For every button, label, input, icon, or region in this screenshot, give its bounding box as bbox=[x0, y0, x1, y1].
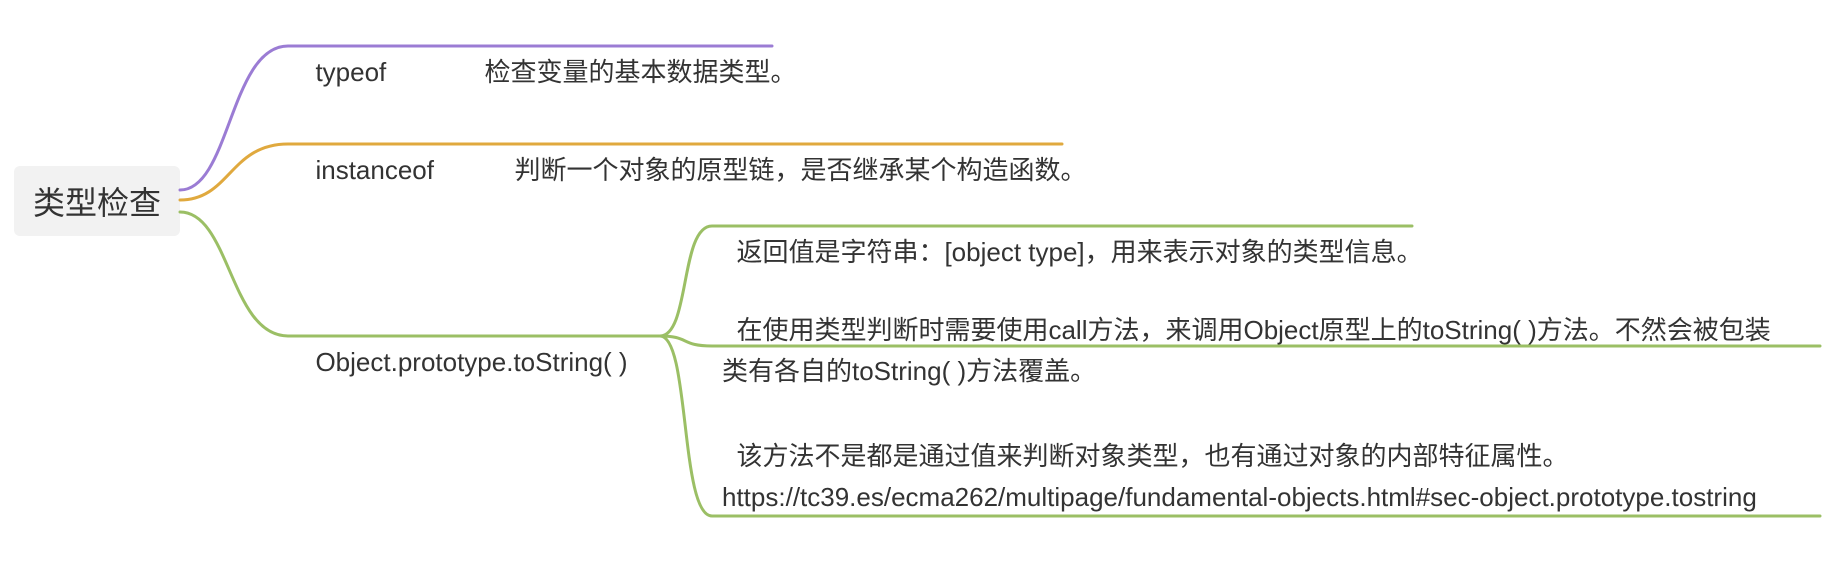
branch-label-tostring[interactable]: Object.prototype.toString( ) bbox=[301, 300, 628, 383]
leaf-text: 返回值是字符串：[object type]，用来表示对象的类型信息。 bbox=[736, 237, 1422, 267]
leaf-instanceof-desc[interactable]: 判断一个对象的原型链，是否继承某个构造函数。 bbox=[500, 108, 1086, 191]
leaf-tostring-1[interactable]: 返回值是字符串：[object type]，用来表示对象的类型信息。 bbox=[722, 190, 1423, 273]
root-label: 类型检查 bbox=[33, 178, 161, 224]
branch-label-instanceof[interactable]: instanceof bbox=[301, 108, 434, 191]
leaf-tostring-2[interactable]: 在使用类型判断时需要使用call方法，来调用Object原型上的toString… bbox=[722, 268, 1782, 393]
leaf-text: 该方法不是都是通过值来判断对象类型，也有通过对象的内部特征属性。https://… bbox=[722, 441, 1757, 513]
leaf-tostring-3[interactable]: 该方法不是都是通过值来判断对象类型，也有通过对象的内部特征属性。https://… bbox=[722, 394, 1802, 519]
leaf-typeof-desc[interactable]: 检查变量的基本数据类型。 bbox=[470, 10, 796, 93]
leaf-text: 检查变量的基本数据类型。 bbox=[484, 57, 796, 87]
branch-label-text: instanceof bbox=[315, 155, 434, 185]
leaf-text: 在使用类型判断时需要使用call方法，来调用Object原型上的toString… bbox=[722, 315, 1771, 387]
branch-label-typeof[interactable]: typeof bbox=[301, 10, 386, 93]
branch-label-text: typeof bbox=[315, 57, 386, 87]
mindmap-root-node[interactable]: 类型检查 bbox=[14, 166, 180, 236]
leaf-text: 判断一个对象的原型链，是否继承某个构造函数。 bbox=[514, 155, 1086, 185]
branch-label-text: Object.prototype.toString( ) bbox=[315, 347, 627, 377]
